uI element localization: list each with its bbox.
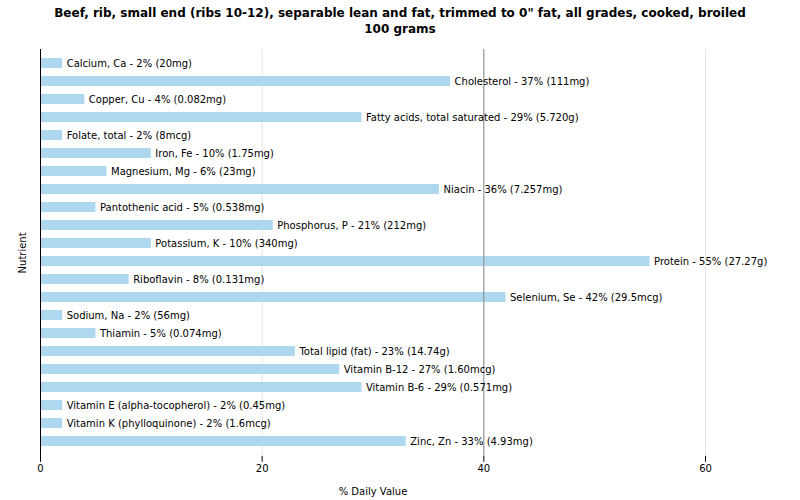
svg-text:Selenium, Se - 42% (29.5mcg): Selenium, Se - 42% (29.5mcg) <box>510 292 663 303</box>
svg-text:Calcium, Ca - 2% (20mg): Calcium, Ca - 2% (20mg) <box>67 58 192 69</box>
svg-text:Total lipid (fat) - 23% (14.74: Total lipid (fat) - 23% (14.74g) <box>298 346 449 357</box>
svg-text:Zinc, Zn - 33% (4.93mg): Zinc, Zn - 33% (4.93mg) <box>410 436 533 447</box>
svg-text:Potassium, K - 10% (340mg): Potassium, K - 10% (340mg) <box>155 238 297 249</box>
svg-text:Thiamin - 5% (0.074mg): Thiamin - 5% (0.074mg) <box>99 328 222 339</box>
svg-text:Vitamin B-12 - 27% (1.60mcg): Vitamin B-12 - 27% (1.60mcg) <box>344 364 496 375</box>
svg-text:Protein - 55% (27.27g): Protein - 55% (27.27g) <box>654 256 767 267</box>
svg-text:Phosphorus, P - 21% (212mg): Phosphorus, P - 21% (212mg) <box>277 220 426 231</box>
svg-text:Nutrient: Nutrient <box>17 232 28 273</box>
svg-text:Vitamin E (alpha-tocopherol) -: Vitamin E (alpha-tocopherol) - 2% (0.45m… <box>67 400 286 411</box>
svg-text:Riboflavin - 8% (0.131mg): Riboflavin - 8% (0.131mg) <box>133 274 264 285</box>
svg-text:Fatty acids, total saturated -: Fatty acids, total saturated - 29% (5.72… <box>366 112 579 123</box>
svg-text:Pantothenic acid - 5% (0.538mg: Pantothenic acid - 5% (0.538mg) <box>100 202 265 213</box>
html-text:Beef, rib, small end (ribs 10-: Beef, rib, small end (ribs 10-12), separ… <box>54 6 746 36</box>
svg-text:Cholesterol - 37% (111mg): Cholesterol - 37% (111mg) <box>455 76 590 87</box>
svg-text:Vitamin K (phylloquinone) - 2%: Vitamin K (phylloquinone) - 2% (1.6mcg) <box>67 418 271 429</box>
svg-text:Iron, Fe - 10% (1.75mg): Iron, Fe - 10% (1.75mg) <box>155 148 274 159</box>
svg-text:Copper, Cu - 4% (0.082mg): Copper, Cu - 4% (0.082mg) <box>89 94 226 105</box>
svg-text:60: 60 <box>699 464 712 475</box>
svg-text:Folate, total - 2% (8mcg): Folate, total - 2% (8mcg) <box>67 130 192 141</box>
svg-text:20: 20 <box>256 464 269 475</box>
svg-text:Magnesium, Mg - 6% (23mg): Magnesium, Mg - 6% (23mg) <box>111 166 256 177</box>
svg-text:40: 40 <box>477 464 490 475</box>
svg-text:0: 0 <box>37 464 43 475</box>
svg-text:Niacin - 36% (7.257mg): Niacin - 36% (7.257mg) <box>444 184 563 195</box>
svg-text:% Daily Value: % Daily Value <box>339 487 408 498</box>
svg-text:Vitamin B-6 - 29% (0.571mg): Vitamin B-6 - 29% (0.571mg) <box>366 382 512 393</box>
svg-text:Sodium, Na - 2% (56mg): Sodium, Na - 2% (56mg) <box>67 310 190 321</box>
